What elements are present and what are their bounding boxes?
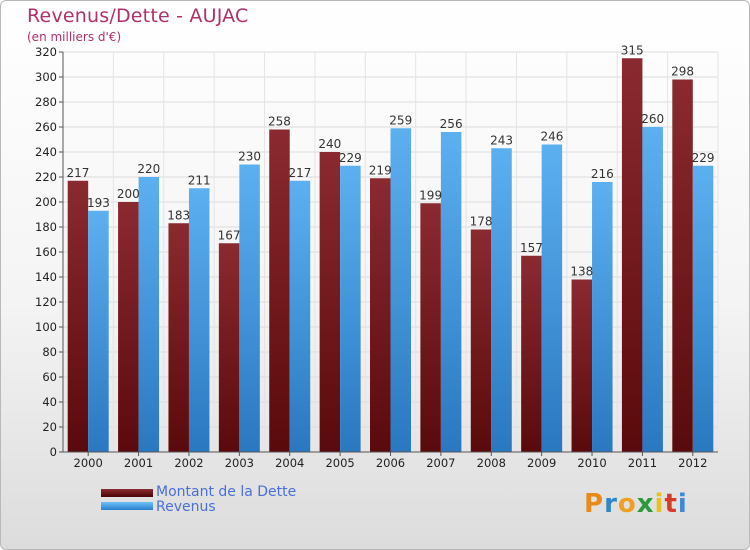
logo-letter: r (604, 489, 618, 519)
data-label: 246 (540, 130, 563, 144)
data-label: 193 (87, 196, 110, 210)
y-tick-label: 120 (35, 295, 57, 309)
bar-dette-2012 (672, 79, 693, 452)
y-tick-label: 200 (35, 195, 57, 209)
data-label: 260 (641, 112, 664, 126)
bar-dette-2000 (67, 180, 89, 452)
bar-dette-2002 (168, 223, 189, 452)
x-tick-label: 2012 (678, 456, 707, 470)
data-label: 220 (137, 162, 160, 176)
x-tick-label: 2001 (124, 456, 153, 470)
y-tick-label: 320 (35, 45, 57, 59)
bar-dette-2010 (571, 279, 593, 452)
y-tick-label: 80 (42, 345, 57, 359)
logo-letter: o (617, 489, 637, 519)
data-label: 219 (369, 163, 392, 177)
bar-revenus-2007 (440, 132, 462, 452)
bar-revenus-2003 (239, 164, 260, 452)
y-tick-label: 20 (42, 420, 57, 434)
bar-dette-2001 (118, 202, 139, 452)
legend-label-debt: Montant de la Dette (156, 484, 297, 500)
legend-swatch-revenus (101, 502, 153, 510)
data-label: 256 (440, 117, 463, 131)
data-label: 199 (419, 188, 442, 202)
logo-letter: i (677, 489, 688, 519)
y-tick-label: 240 (35, 145, 57, 159)
data-label: 230 (238, 150, 261, 164)
y-tick-label: 40 (42, 395, 57, 409)
chart-title: Revenus/Dette - AUJAC (27, 5, 249, 27)
data-label: 258 (268, 115, 291, 129)
bar-dette-2006 (370, 178, 391, 452)
bar-dette-2003 (218, 243, 240, 452)
x-tick-label: 2003 (225, 456, 254, 470)
x-tick-label: 2008 (477, 456, 506, 470)
x-tick-label: 2005 (325, 456, 354, 470)
data-label: 315 (621, 43, 644, 57)
proxiti-logo: Proxiti (584, 489, 688, 519)
bar-revenus-2009 (541, 144, 563, 452)
logo-letter: x (636, 489, 655, 519)
x-tick-label: 2006 (376, 456, 405, 470)
legend-label-revenus: Revenus (156, 499, 216, 515)
data-label: 229 (692, 151, 715, 165)
bar-revenus-2006 (390, 128, 411, 452)
data-label: 243 (490, 133, 513, 147)
logo-letter: P (584, 489, 605, 519)
x-tick-label: 2011 (628, 456, 657, 470)
data-label: 217 (66, 166, 89, 180)
data-label: 211 (188, 173, 211, 187)
data-label: 217 (289, 166, 312, 180)
x-tick-label: 2002 (174, 456, 203, 470)
bar-revenus-2011 (642, 127, 663, 452)
bar-dette-2009 (521, 255, 542, 452)
x-tick-label: 2000 (74, 456, 103, 470)
data-label: 298 (671, 65, 694, 79)
y-tick-label: 140 (35, 270, 57, 284)
bar-revenus-2005 (340, 165, 361, 452)
bar-dette-2004 (269, 129, 290, 452)
data-label: 157 (520, 241, 543, 255)
logo-letter: t (664, 489, 678, 519)
x-tick-label: 2009 (527, 456, 556, 470)
bar-revenus-2004 (289, 180, 311, 452)
y-tick-label: 220 (35, 170, 57, 184)
y-tick-label: 0 (50, 445, 57, 459)
bar-revenus-2002 (188, 188, 210, 452)
y-tick-label: 260 (35, 120, 57, 134)
data-label: 138 (570, 265, 593, 279)
x-tick-label: 2004 (275, 456, 304, 470)
bar-revenus-2008 (491, 148, 512, 452)
x-tick-label: 2010 (577, 456, 606, 470)
bar-revenus-2000 (88, 210, 109, 452)
bar-revenus-2010 (592, 182, 613, 452)
data-label: 167 (218, 228, 241, 242)
y-tick-label: 180 (35, 220, 57, 234)
chart-subtitle: (en milliers d'€) (27, 30, 122, 44)
bar-dette-2011 (621, 58, 643, 452)
x-tick-label: 2007 (426, 456, 455, 470)
y-tick-label: 300 (35, 70, 57, 84)
y-tick-label: 60 (42, 370, 57, 384)
y-tick-label: 100 (35, 320, 57, 334)
data-label: 240 (318, 137, 341, 151)
bar-dette-2008 (470, 229, 492, 452)
data-label: 229 (339, 151, 362, 165)
data-label: 200 (117, 187, 140, 201)
data-label: 216 (591, 167, 614, 181)
y-tick-label: 160 (35, 245, 57, 259)
y-tick-label: 280 (35, 95, 57, 109)
data-label: 178 (470, 215, 493, 229)
bar-dette-2007 (420, 203, 441, 452)
bar-dette-2005 (319, 152, 341, 452)
data-label: 259 (389, 113, 412, 127)
data-label: 183 (167, 208, 190, 222)
bar-revenus-2012 (692, 165, 714, 452)
legend-swatch-debt (101, 489, 153, 497)
logo-letter: i (654, 489, 665, 519)
bar-revenus-2001 (138, 177, 160, 452)
